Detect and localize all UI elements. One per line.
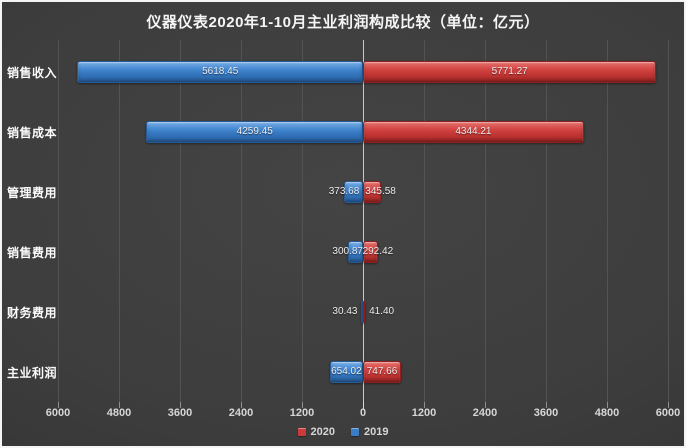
bar-2019-销售收入 <box>77 61 363 83</box>
legend-swatch-2019 <box>351 428 359 436</box>
gridline <box>607 40 608 402</box>
bar-2020-管理费用 <box>363 181 381 203</box>
bar-value-label: 5771.27 <box>491 66 528 77</box>
axis-tick-label: 6000 <box>45 407 71 419</box>
gridline <box>241 40 242 402</box>
category-label: 销售收入 <box>7 66 58 80</box>
bar-value-label: 300.87 <box>332 246 363 257</box>
bar-2019-主业利润 <box>329 361 363 383</box>
axis-tick-label: 2400 <box>228 407 254 419</box>
bar-2020-财务费用 <box>363 301 366 323</box>
axis-tickmark <box>546 402 547 408</box>
axis-tickmark <box>607 402 608 408</box>
bar-2019-管理费用 <box>344 181 363 203</box>
category-label: 销售成本 <box>7 126 58 140</box>
category-label: 管理费用 <box>7 186 58 200</box>
axis-tick-label: 3600 <box>167 407 193 419</box>
category-label: 财务费用 <box>7 306 58 320</box>
bar-value-label: 30.43 <box>332 306 358 317</box>
legend-label: 2019 <box>364 426 389 438</box>
axis-tickmark <box>485 402 486 408</box>
bar-2019-销售成本 <box>146 121 363 143</box>
category-label: 销售费用 <box>7 246 58 260</box>
bar-value-label: 345.58 <box>365 186 396 197</box>
axis-tick-label: 1200 <box>289 407 315 419</box>
gridline <box>180 40 181 402</box>
bar-value-label: 4259.45 <box>236 126 273 137</box>
bar-2020-销售成本 <box>363 121 584 143</box>
chart-title: 仪器仪表2020年1-10月主业利润构成比较（单位：亿元） <box>146 14 540 31</box>
bar-value-label: 654.02 <box>331 366 362 377</box>
axis-tickmark <box>363 402 364 410</box>
bar-value-label: 4344.21 <box>455 126 492 137</box>
bar-2019-销售费用 <box>347 241 363 263</box>
gridline <box>485 40 486 402</box>
gridline <box>424 40 425 402</box>
bar-2020-主业利润 <box>363 361 401 383</box>
axis-tick-label: 1200 <box>411 407 437 419</box>
axis-tickmark <box>302 402 303 408</box>
bar-value-label: 373.68 <box>328 186 360 197</box>
axis-tick-label: 6000 <box>655 407 681 419</box>
axis-tick-label: 4800 <box>106 407 132 419</box>
gridline <box>668 40 669 402</box>
axis-tick-label: 3600 <box>533 407 559 419</box>
bar-value-label: 41.40 <box>369 306 395 317</box>
gridline <box>58 40 59 402</box>
axis-tickmark <box>119 402 120 408</box>
bar-2020-销售费用 <box>363 241 378 263</box>
axis-tick-label: 2400 <box>472 407 498 419</box>
bar-value-label: 747.66 <box>366 366 398 377</box>
gridline <box>119 40 120 402</box>
gridline <box>546 40 547 402</box>
legend: 2020 2019 <box>2 426 684 438</box>
bar-2020-销售收入 <box>363 61 657 83</box>
zero-axis-line <box>363 40 364 402</box>
axis-tick-label: 4800 <box>594 407 620 419</box>
legend-label: 2020 <box>310 426 335 438</box>
legend-item-2020: 2020 <box>297 426 335 438</box>
axis-tickmark <box>424 402 425 408</box>
legend-swatch-2020 <box>297 428 306 436</box>
category-label: 主业利润 <box>7 366 58 380</box>
axis-tickmark <box>241 402 242 408</box>
axis-tick-label: 0 <box>359 407 367 419</box>
axis-tickmark <box>180 402 181 408</box>
axis-tickmark <box>668 402 669 408</box>
bar-value-label: 5618.45 <box>202 66 239 77</box>
bar-value-label: 292.42 <box>362 246 394 257</box>
legend-item-2019: 2019 <box>351 426 388 438</box>
axis-tickmark <box>58 402 59 408</box>
gridline <box>302 40 303 402</box>
